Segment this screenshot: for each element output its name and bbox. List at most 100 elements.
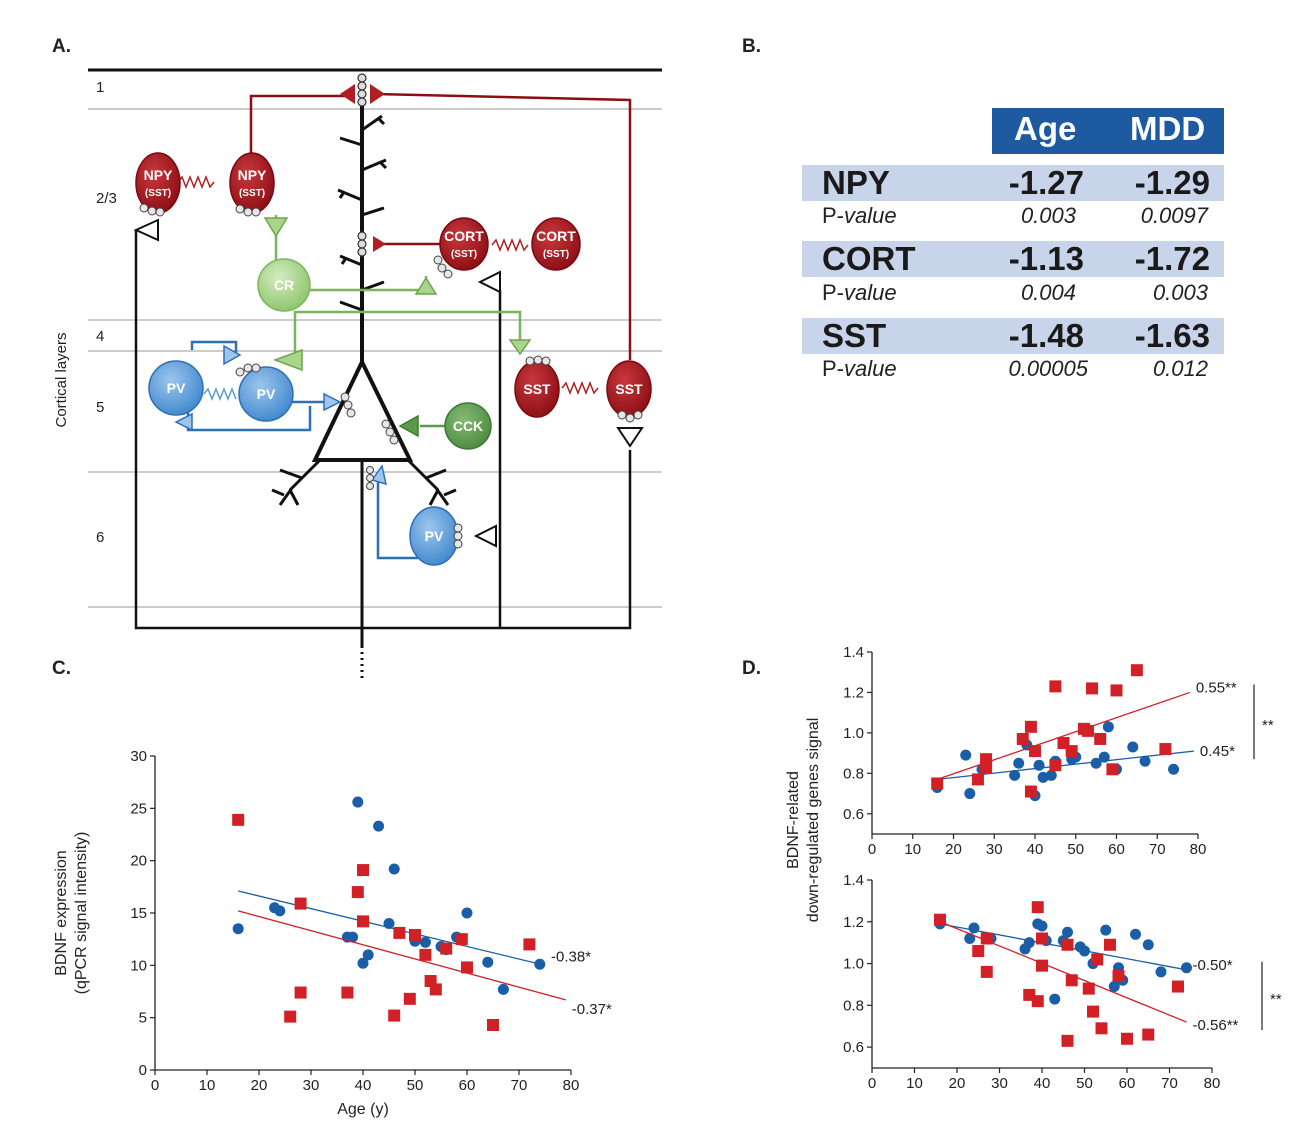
npy-red-axon — [249, 94, 350, 155]
gap-junction-cort — [491, 237, 529, 253]
chart-d-top-point-circle — [1033, 759, 1045, 771]
svg-text:NPY: NPY — [238, 167, 267, 183]
svg-text:(SST): (SST) — [145, 188, 171, 199]
sst-p-label: P-value — [822, 356, 897, 381]
green-synapse-3 — [414, 276, 438, 295]
chart-d-bottom-point-circle — [1023, 937, 1035, 949]
column-age: Age — [1014, 110, 1077, 147]
sst-p-mdd: 0.012 — [1152, 356, 1208, 381]
chart-d-top-x-tick-label: 40 — [1027, 841, 1044, 858]
blue-synapse-1 — [223, 344, 242, 366]
chart-d-bottom-fit-label-0: -0.50* — [1193, 957, 1233, 974]
chart-d-top-point-circle — [1045, 769, 1057, 781]
svg-text:CORT: CORT — [444, 228, 484, 244]
chart-d-bottom-point-square — [1061, 1034, 1074, 1047]
chart-d-bottom-point-circle — [964, 932, 976, 944]
chart-c-point-square — [455, 933, 468, 946]
chart-d-bottom-fit-label-1: -0.56** — [1193, 1017, 1239, 1034]
svg-text:SST: SST — [615, 381, 643, 397]
chart-d-top-point-square — [1016, 732, 1029, 745]
blue-synapse-2 — [323, 392, 342, 412]
chart-c-x-tick-label: 50 — [407, 1077, 424, 1094]
chart-d-top-fit-label-0: 0.45* — [1200, 743, 1235, 760]
chart-c-y-axis-label: (qPCR signal intensity) — [73, 832, 90, 995]
gap-junction-npy — [177, 174, 215, 190]
chart-d-bottom-point-square — [1061, 938, 1074, 951]
black-synapse-4 — [473, 524, 497, 548]
chart-d-bottom-x-tick-label: 30 — [991, 1075, 1008, 1090]
svg-text:PV: PV — [425, 528, 444, 544]
chart-c: 0 10 20 30 40 50 60 70 80 0 5 10 15 20 25 30 -0.38* -0.37… — [53, 748, 612, 1118]
chart-c-point-square — [357, 915, 369, 928]
chart-d-bottom-x-tick-label: 70 — [1161, 1075, 1178, 1090]
chart-d-bottom-x-tick-label: 50 — [1076, 1075, 1093, 1090]
chart-c-y-tick-label: 15 — [130, 905, 147, 922]
cell-cort-left: CORT (SST) — [439, 217, 489, 271]
row-band-sst — [802, 318, 1224, 354]
chart-c-point-square — [294, 897, 307, 910]
black-synapse-2 — [477, 270, 501, 294]
chart-d-bottom-point-square — [1142, 1028, 1155, 1041]
green-synapse-4 — [508, 339, 532, 356]
chart-c-point-circle — [357, 957, 369, 969]
chart-d-bottom-point-square — [972, 945, 985, 958]
chart-c-point-circle — [232, 923, 244, 935]
sst-red-axon — [375, 92, 632, 360]
chart-d-bottom-point-circle — [968, 922, 980, 934]
cort-age-value: -1.13 — [1008, 240, 1084, 277]
chart-d-top-point-square — [1130, 664, 1143, 677]
chart-d-bottom-point-circle — [1181, 962, 1192, 974]
chart-c-y-tick-label: 0 — [139, 1062, 147, 1079]
chart-d-bottom-x-tick-label: 60 — [1119, 1075, 1136, 1090]
chart-c-point-circle — [383, 917, 395, 929]
chart-d-top-point-square — [1094, 732, 1107, 745]
cr-green-axon — [293, 310, 522, 352]
chart-d-bottom-x-tick-label: 0 — [868, 1075, 876, 1090]
chart-d-top-x-tick-label: 80 — [1190, 841, 1207, 858]
chart-d-bottom-point-circle — [1108, 981, 1120, 993]
npy-mdd-value: -1.29 — [1134, 164, 1210, 201]
cell-cr: CR — [257, 258, 311, 312]
chart-d-top-x-tick-label: 50 — [1067, 841, 1084, 858]
chart-d-top-x-tick-label: 0 — [868, 841, 876, 858]
chart-d-bottom-point-square — [1095, 1022, 1108, 1035]
cell-sst-right: SST — [606, 360, 652, 418]
chart-d-bottom-point-circle — [1079, 945, 1090, 957]
svg-text:(SST): (SST) — [543, 249, 569, 260]
chart-c-point-circle — [461, 907, 473, 919]
chart-d-top-point-square — [1029, 745, 1041, 758]
cell-pv-left: PV — [148, 360, 204, 416]
chart-d-top-x-tick-label: 30 — [986, 841, 1003, 858]
chart-d-bottom-point-square — [1065, 974, 1078, 987]
chart-d-top-y-tick-label: 1.0 — [843, 725, 864, 742]
chart-d-bottom-x-tick-label: 80 — [1204, 1075, 1221, 1090]
chart-d-bottom-bracket-label: ** — [1270, 991, 1282, 1008]
chart-c-point-circle — [419, 936, 431, 948]
chart-d-y-axis-label: down-regulated genes signal — [805, 718, 822, 923]
chart-c-point-square — [403, 992, 416, 1005]
chart-d-top-point-circle — [1090, 757, 1102, 769]
chart-d-bottom-point-square — [1031, 901, 1044, 914]
chart-c-point-circle — [362, 949, 374, 961]
chart-d-top-point-circle — [1127, 741, 1139, 753]
cort-mdd-value: -1.72 — [1134, 240, 1210, 277]
npy-p-mdd: 0.0097 — [1140, 203, 1208, 228]
chart-d-top-x-tick-label: 20 — [945, 841, 962, 858]
black-synapse-1 — [133, 218, 159, 242]
chart-c-point-square — [419, 948, 432, 961]
row-band-npy — [802, 165, 1224, 201]
svg-text:CORT: CORT — [536, 228, 576, 244]
chart-c-point-circle — [373, 820, 385, 832]
chart-c-point-circle — [497, 983, 509, 995]
chart-d-bottom-point-square — [1031, 995, 1044, 1008]
chart-d-bottom-point-circle — [1155, 966, 1167, 978]
chart-d-bottom-y-tick-label: 1.0 — [843, 956, 864, 973]
svg-text:NPY: NPY — [144, 167, 173, 183]
chart-d-top-point-square — [980, 761, 993, 774]
chart-c-point-square — [341, 986, 354, 999]
cort-p-mdd: 0.003 — [1152, 280, 1208, 305]
chart-d-top-x-tick-label: 60 — [1108, 841, 1125, 858]
chart-d-bottom-y-tick-label: 0.6 — [843, 1039, 864, 1056]
chart-c-point-square — [409, 928, 421, 941]
blue-synapse-4 — [370, 464, 388, 486]
